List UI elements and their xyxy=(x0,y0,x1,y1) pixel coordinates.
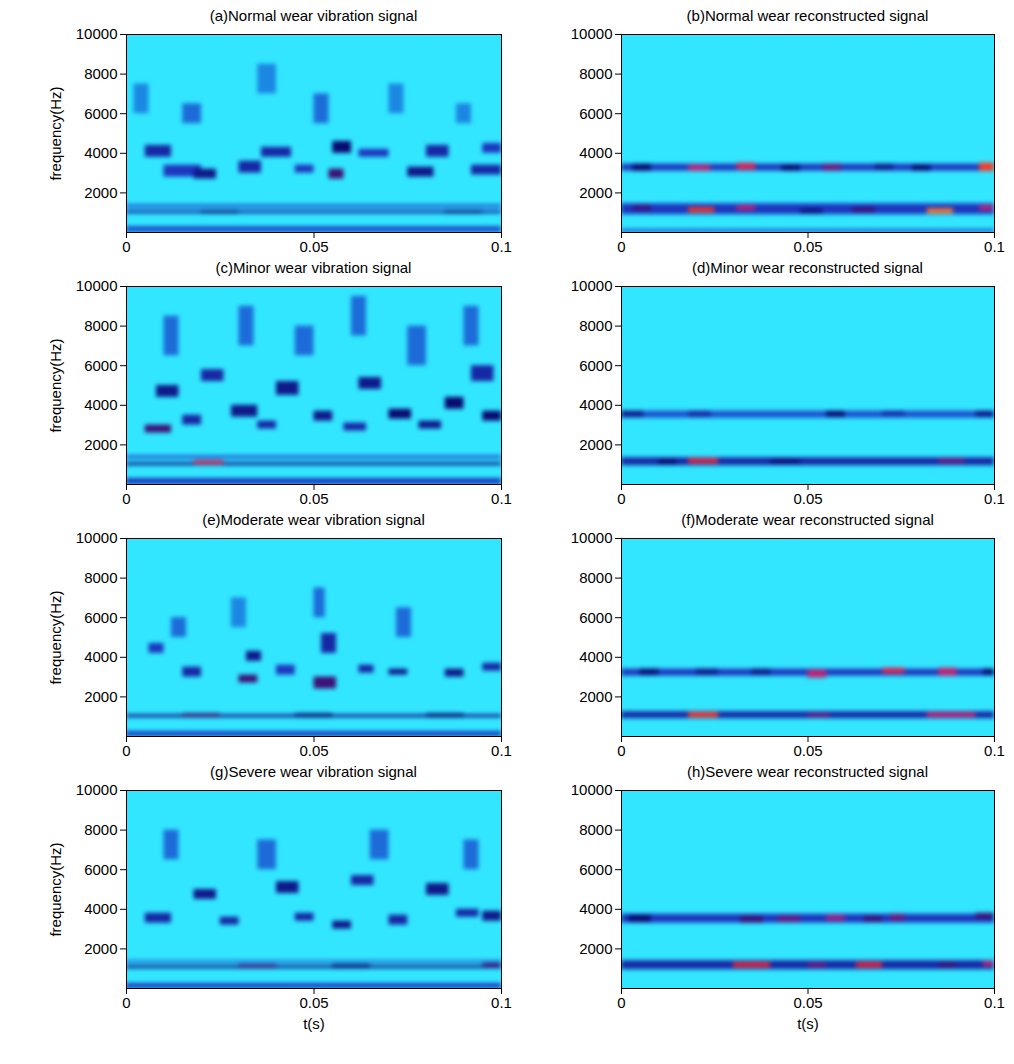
svg-text:6000: 6000 xyxy=(84,609,117,626)
html-text:(c)Minor wear vibration signal: (c)Minor wear vibration signal xyxy=(215,259,412,276)
svg-text:8000: 8000 xyxy=(579,569,612,586)
svg-text:2000: 2000 xyxy=(579,688,612,705)
svg-text:6000: 6000 xyxy=(579,105,612,122)
svg-text:0.05: 0.05 xyxy=(793,490,822,507)
svg-text:10000: 10000 xyxy=(571,26,613,42)
svg-text:4000: 4000 xyxy=(84,648,117,665)
svg-text:6000: 6000 xyxy=(579,357,612,374)
svg-text:0: 0 xyxy=(617,994,625,1011)
svg-text:2000: 2000 xyxy=(84,436,117,453)
svg-text:frequency(Hz): frequency(Hz) xyxy=(47,338,64,432)
svg-text:0.05: 0.05 xyxy=(793,238,822,255)
svg-text:0: 0 xyxy=(617,238,625,255)
svg-text:0.1: 0.1 xyxy=(491,742,512,759)
svg-text:0.1: 0.1 xyxy=(984,994,1005,1011)
svg-text:frequency(Hz): frequency(Hz) xyxy=(47,842,64,936)
svg-text:8000: 8000 xyxy=(84,569,117,586)
svg-text:2000: 2000 xyxy=(579,436,612,453)
svg-text:10000: 10000 xyxy=(571,530,613,546)
svg-text:8000: 8000 xyxy=(579,65,612,82)
svg-text:0.1: 0.1 xyxy=(984,742,1005,759)
svg-text:0: 0 xyxy=(617,742,625,759)
html-text:(f)Moderate wear reconstructed: (f)Moderate wear reconstructed signal xyxy=(681,511,934,528)
svg-text:6000: 6000 xyxy=(84,105,117,122)
svg-text:0.1: 0.1 xyxy=(491,238,512,255)
svg-text:8000: 8000 xyxy=(84,821,117,838)
svg-text:4000: 4000 xyxy=(84,396,117,413)
svg-text:6000: 6000 xyxy=(579,861,612,878)
svg-text:10000: 10000 xyxy=(76,278,118,294)
svg-text:6000: 6000 xyxy=(84,357,117,374)
svg-text:6000: 6000 xyxy=(579,609,612,626)
svg-text:t(s): t(s) xyxy=(797,1015,819,1032)
svg-text:4000: 4000 xyxy=(84,900,117,917)
svg-text:0: 0 xyxy=(122,490,130,507)
svg-text:4000: 4000 xyxy=(579,144,612,161)
svg-text:8000: 8000 xyxy=(579,317,612,334)
svg-text:0.1: 0.1 xyxy=(491,994,512,1011)
svg-text:6000: 6000 xyxy=(84,861,117,878)
svg-text:2000: 2000 xyxy=(84,940,117,957)
svg-text:10000: 10000 xyxy=(76,530,118,546)
svg-text:0.1: 0.1 xyxy=(491,490,512,507)
svg-text:0.05: 0.05 xyxy=(299,238,328,255)
html-text:(a)Normal wear vibration signa: (a)Normal wear vibration signal xyxy=(209,7,418,24)
svg-text:0: 0 xyxy=(122,238,130,255)
svg-text:0: 0 xyxy=(122,742,130,759)
svg-text:10000: 10000 xyxy=(571,278,613,294)
svg-text:8000: 8000 xyxy=(84,65,117,82)
svg-text:10000: 10000 xyxy=(76,782,118,798)
svg-text:0.1: 0.1 xyxy=(984,238,1005,255)
svg-text:t(s): t(s) xyxy=(303,1015,325,1032)
svg-text:0: 0 xyxy=(617,490,625,507)
svg-text:2000: 2000 xyxy=(84,184,117,201)
html-text:(d)Minor wear reconstructed si: (d)Minor wear reconstructed signal xyxy=(692,259,923,276)
svg-text:2000: 2000 xyxy=(579,184,612,201)
html-text:(b)Normal wear reconstructed s: (b)Normal wear reconstructed signal xyxy=(686,7,929,24)
svg-text:2000: 2000 xyxy=(579,940,612,957)
svg-text:8000: 8000 xyxy=(84,317,117,334)
html-text:(g)Severe wear vibration signa: (g)Severe wear vibration signal xyxy=(210,763,417,780)
svg-text:4000: 4000 xyxy=(579,648,612,665)
svg-text:4000: 4000 xyxy=(84,144,117,161)
svg-text:frequency(Hz): frequency(Hz) xyxy=(47,86,64,180)
svg-text:0: 0 xyxy=(122,994,130,1011)
svg-text:4000: 4000 xyxy=(579,396,612,413)
svg-text:10000: 10000 xyxy=(76,26,118,42)
html-text:(e)Moderate wear vibration sig: (e)Moderate wear vibration signal xyxy=(202,511,425,528)
svg-text:0.05: 0.05 xyxy=(299,994,328,1011)
svg-text:0.05: 0.05 xyxy=(299,742,328,759)
svg-text:0.1: 0.1 xyxy=(984,490,1005,507)
svg-text:0.05: 0.05 xyxy=(793,742,822,759)
svg-text:frequency(Hz): frequency(Hz) xyxy=(47,590,64,684)
svg-text:0.05: 0.05 xyxy=(793,994,822,1011)
svg-text:8000: 8000 xyxy=(579,821,612,838)
svg-text:4000: 4000 xyxy=(579,900,612,917)
html-text:(h)Severe wear reconstructed s: (h)Severe wear reconstructed signal xyxy=(687,763,928,780)
svg-text:0.05: 0.05 xyxy=(299,490,328,507)
svg-text:2000: 2000 xyxy=(84,688,117,705)
svg-text:10000: 10000 xyxy=(571,782,613,798)
